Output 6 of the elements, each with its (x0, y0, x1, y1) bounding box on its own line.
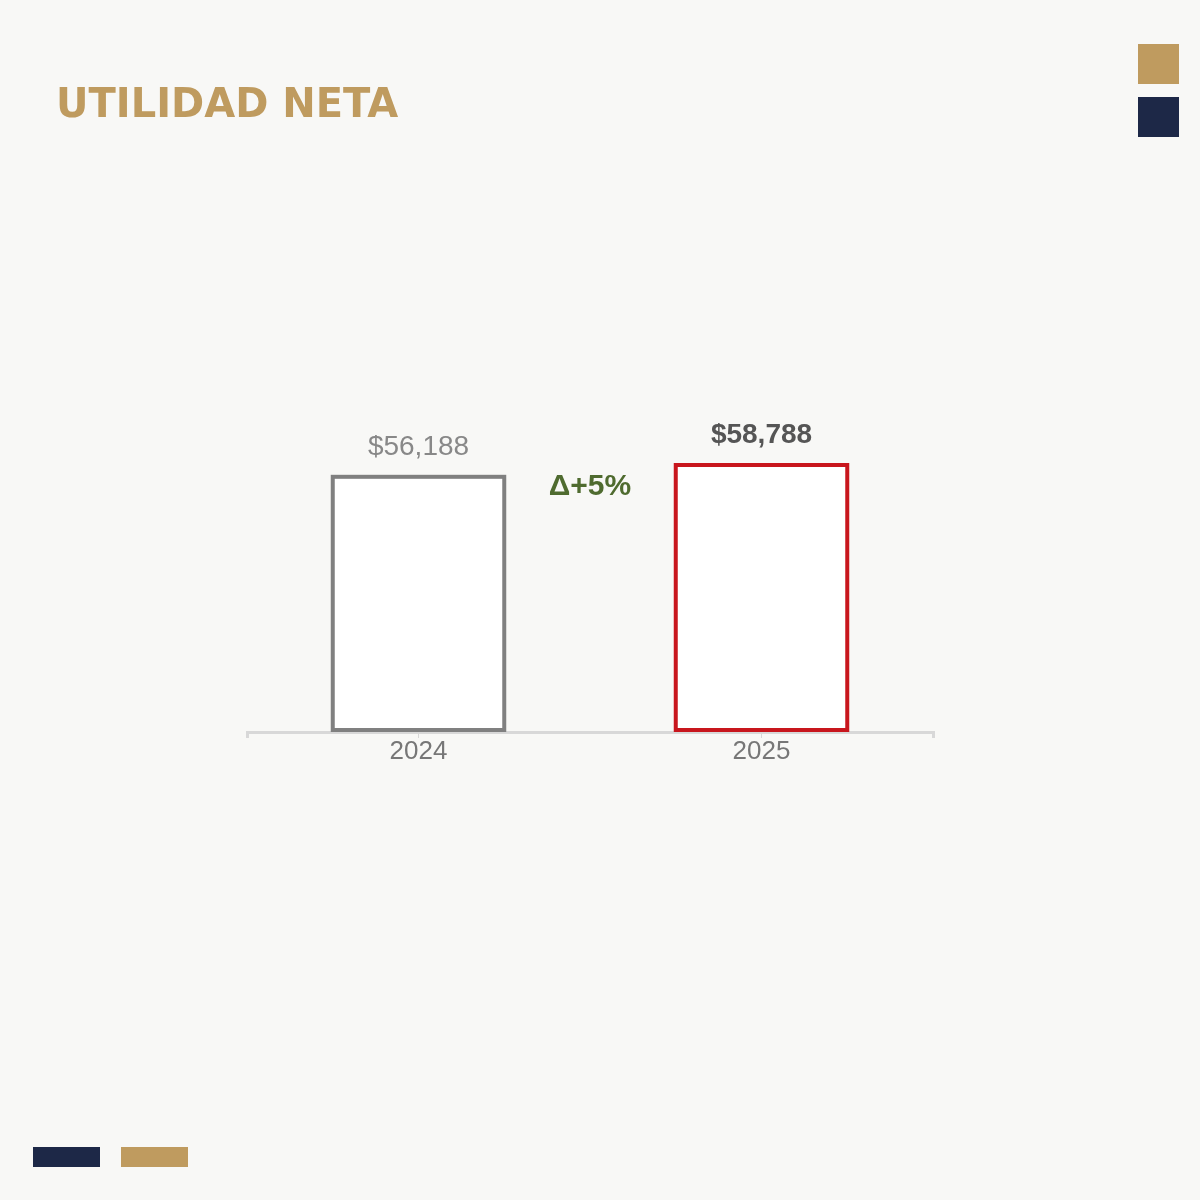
x-tick-label: 2024 (389, 735, 448, 766)
data-label: $58,788 (710, 418, 813, 449)
annotation: Δ+5% (548, 468, 632, 501)
data-label: $56,188 (367, 429, 470, 461)
chart-title: UTILIDAD NETA (56, 80, 399, 126)
x-tick-label: 2025 (732, 735, 791, 766)
